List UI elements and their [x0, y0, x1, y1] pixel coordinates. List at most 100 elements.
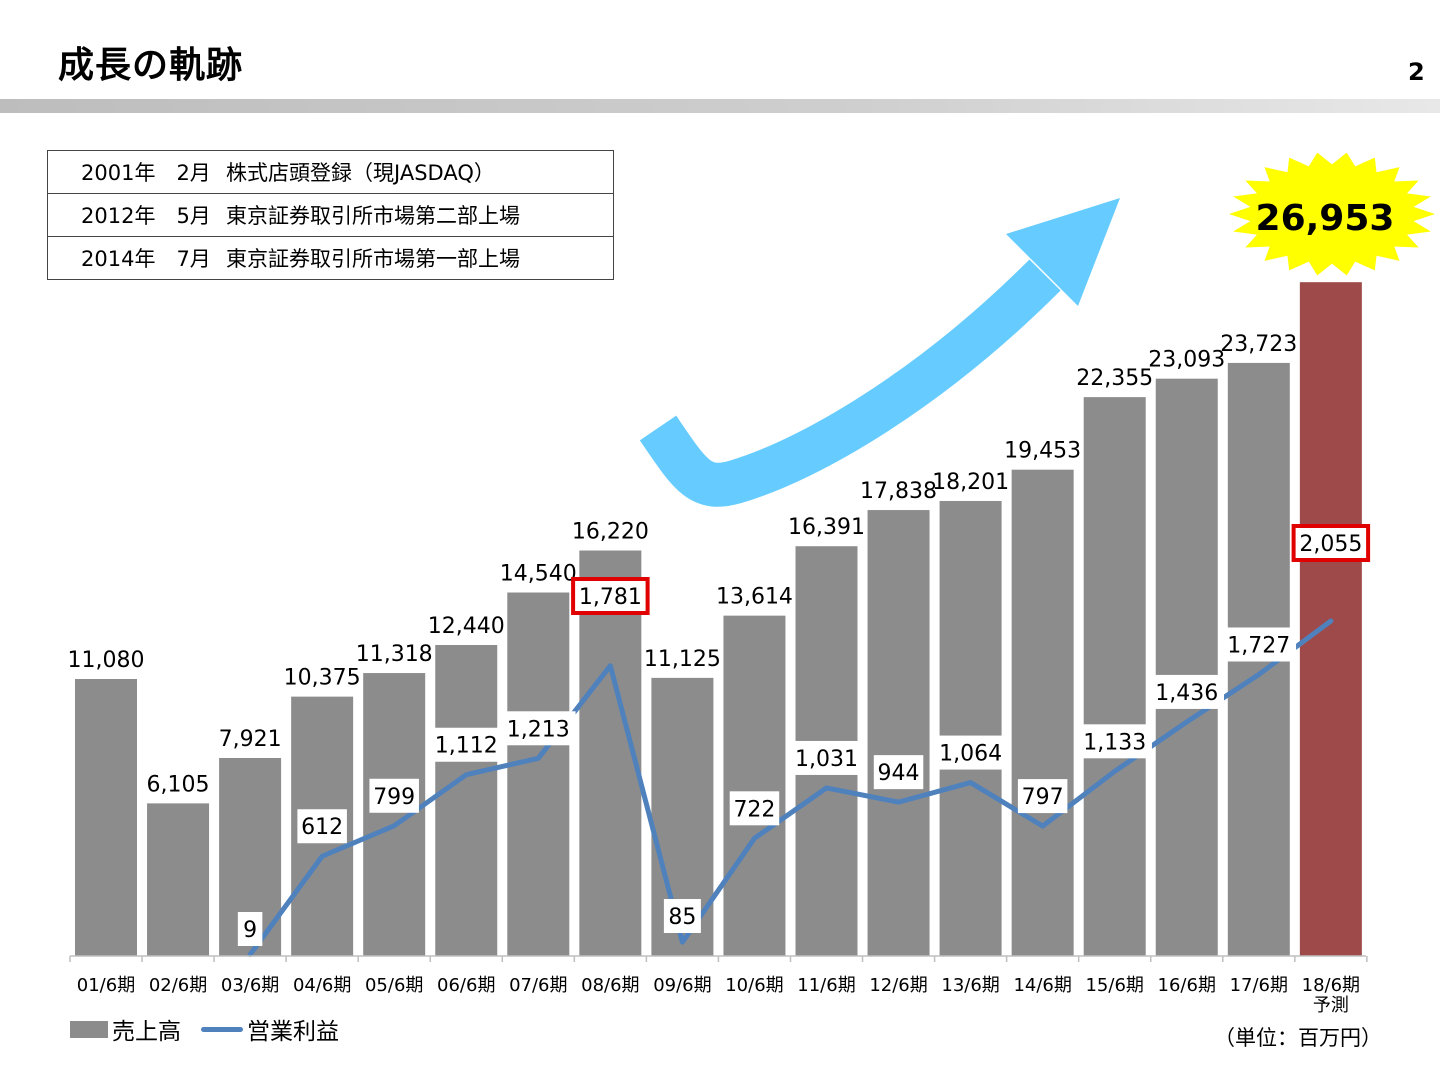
- sales-value-label: 23,093: [1148, 348, 1225, 373]
- sales-value-label: 19,453: [1004, 439, 1081, 464]
- legend-line-swatch: [201, 1026, 243, 1032]
- profit-label-box: [873, 755, 924, 790]
- x-tick-label: 01/6期: [77, 975, 135, 996]
- profit-label-box: [663, 899, 701, 933]
- sales-value-label: 16,391: [788, 515, 865, 540]
- profit-value-label: 797: [1022, 785, 1064, 810]
- history-row: 2014年 7月 東京証券取引所市場第一部上場: [47, 236, 614, 280]
- profit-label-box: [933, 735, 1008, 770]
- sales-value-label: 12,440: [428, 614, 505, 639]
- sales-bar: [867, 510, 930, 956]
- profit-value-label: 1,133: [1083, 730, 1146, 755]
- x-tick-label: 03/6期: [221, 975, 279, 996]
- history-cell: 2014年 7月 東京証券取引所市場第一部上場: [47, 236, 614, 280]
- x-tick-label: 13/6期: [941, 975, 999, 996]
- highlighted-profit-box: [571, 577, 650, 615]
- sales-value-label: 10,375: [284, 666, 361, 691]
- legend-line-label: 営業利益: [247, 1019, 339, 1045]
- profit-label-box: [237, 912, 263, 946]
- x-tick-label: 07/6期: [509, 975, 567, 996]
- profit-value-label: 722: [733, 797, 775, 822]
- profit-value-label: 85: [668, 905, 696, 930]
- history-row: 2001年 2月 株式店頭登録（現JASDAQ）: [47, 150, 614, 194]
- profit-value-label: 944: [878, 761, 920, 786]
- sales-value-label: 6,105: [147, 772, 210, 797]
- history-event: 東京証券取引所市場第二部上場: [226, 204, 520, 228]
- x-tick-label: 12/6期: [869, 975, 927, 996]
- x-tick-label: 09/6期: [653, 975, 711, 996]
- highlight-value: 26,953: [1256, 198, 1395, 239]
- profit-value-label: 1,031: [795, 747, 858, 772]
- profit-label-box: [429, 727, 504, 762]
- sales-bar: [1011, 469, 1074, 956]
- profit-label-box: [1149, 674, 1224, 709]
- profit-label-box: [1221, 627, 1297, 662]
- profit-label-box: [297, 809, 347, 844]
- unit-note: （単位：百万円）: [1214, 1026, 1382, 1050]
- profit-value-label: 1,213: [507, 717, 570, 742]
- page-number: 2: [1408, 58, 1425, 86]
- profit-label-box: [1017, 779, 1068, 814]
- x-tick-label: 05/6期: [365, 975, 423, 996]
- x-tick-label: 04/6期: [293, 975, 351, 996]
- growth-arrow-shaft: [639, 259, 1061, 507]
- sales-value-label: 18,201: [932, 470, 1009, 495]
- history-event: 東京証券取引所市場第一部上場: [226, 247, 520, 271]
- x-tick-label: 17/6期: [1230, 975, 1288, 996]
- profit-value-label: 2,055: [1299, 532, 1362, 557]
- legend-bar-swatch: [70, 1020, 108, 1038]
- x-tick-label: 08/6期: [581, 975, 639, 996]
- legend-bar-label: 売上高: [112, 1019, 181, 1045]
- profit-value-label: 1,112: [435, 734, 498, 759]
- sales-value-label: 14,540: [500, 562, 577, 587]
- profit-label-box: [1077, 724, 1152, 759]
- profit-value-label: 9: [243, 918, 257, 943]
- history-event: 株式店頭登録（現JASDAQ）: [226, 161, 495, 185]
- profit-label-box: [789, 740, 864, 775]
- sales-bar: [363, 673, 426, 956]
- sales-bar: [75, 679, 137, 956]
- x-tick-label: 10/6期: [725, 975, 783, 996]
- profit-label-box: [501, 711, 576, 746]
- history-date: 2001年 2月: [81, 161, 211, 185]
- sales-bar: [1083, 397, 1146, 956]
- history-date: 2014年 7月: [81, 247, 211, 271]
- chart-legend: 売上高 営業利益: [70, 1012, 339, 1046]
- profit-label-box: [369, 778, 419, 813]
- sales-value-label: 7,921: [219, 727, 282, 752]
- sales-value-label: 11,318: [356, 642, 433, 667]
- history-table: 2001年 2月 株式店頭登録（現JASDAQ） 2012年 5月 東京証券取引所市…: [47, 150, 614, 280]
- x-tick-label: 14/6期: [1013, 975, 1071, 996]
- history-date: 2012年 5月: [81, 204, 211, 228]
- sales-value-label: 11,080: [68, 648, 145, 673]
- history-cell: 2001年 2月 株式店頭登録（現JASDAQ）: [47, 150, 614, 194]
- growth-arrow-head: [1006, 198, 1120, 306]
- growth-arrow-icon: [639, 198, 1120, 507]
- profit-value-label: 1,436: [1155, 681, 1218, 706]
- x-tick-label: 02/6期: [149, 975, 207, 996]
- x-tick-label: 11/6期: [797, 975, 855, 996]
- starburst-icon: [1229, 152, 1435, 276]
- x-tick-label: 16/6期: [1158, 975, 1216, 996]
- forecast-label: 予測: [1313, 995, 1349, 1016]
- profit-value-label: 1,781: [579, 585, 642, 610]
- profit-value-label: 799: [373, 785, 415, 810]
- highlighted-profit-box: [1291, 524, 1371, 562]
- sales-bar: [939, 500, 1002, 956]
- sales-bar: [435, 645, 498, 956]
- profit-value-label: 1,064: [939, 742, 1002, 767]
- sales-bar: [147, 803, 210, 956]
- sales-value-label: 22,355: [1076, 366, 1153, 391]
- page-title: 成長の軌跡: [58, 45, 244, 86]
- sales-value-label: 13,614: [716, 585, 793, 610]
- title-divider: [0, 99, 1440, 113]
- highlight-burst: 26,953: [1229, 152, 1435, 276]
- x-tick-label: 06/6期: [437, 975, 495, 996]
- sales-bar: [1155, 378, 1218, 956]
- sales-value-label: 23,723: [1220, 332, 1297, 357]
- sales-value-label: 16,220: [572, 520, 649, 545]
- profit-value-label: 612: [301, 815, 343, 840]
- x-tick-label: 18/6期: [1302, 975, 1360, 996]
- sales-value-label: 11,125: [644, 647, 721, 672]
